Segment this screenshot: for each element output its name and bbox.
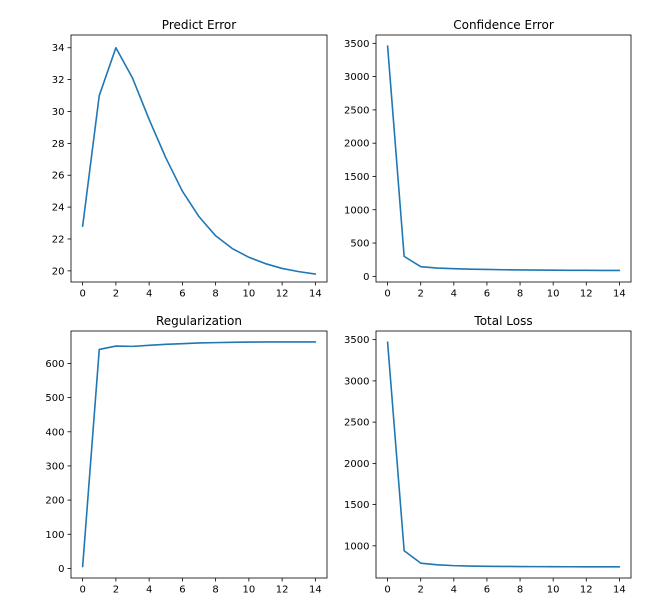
x-tick-label: 6 bbox=[484, 585, 490, 596]
axes-frame bbox=[70, 330, 328, 579]
x-tick-label: 4 bbox=[451, 289, 457, 300]
y-tick-label: 28 bbox=[52, 139, 65, 150]
panel-title: Total Loss bbox=[473, 314, 532, 328]
axes-frame bbox=[375, 34, 632, 283]
y-tick-label: 600 bbox=[45, 359, 64, 370]
panel-confidence-error: Confidence Error 0 2 4 6 8 10 12 14 0 500 1000 1500… bbox=[344, 18, 632, 300]
y-tick-label: 1000 bbox=[344, 205, 369, 216]
x-tick-label: 12 bbox=[580, 289, 593, 300]
y-tick-label: 22 bbox=[52, 234, 65, 245]
series-line bbox=[81, 341, 317, 568]
panel-total-loss: Total Loss 0 2 4 6 8 10 12 14 1000 1500 2000 2500 30… bbox=[344, 314, 632, 596]
y-tick-label: 200 bbox=[45, 496, 64, 507]
x-tick-label: 0 bbox=[79, 585, 85, 596]
y-tick-label: 24 bbox=[52, 203, 65, 214]
y-tick-label: 3000 bbox=[344, 376, 369, 387]
panel-regularization: Regularization 0 2 4 6 8 10 12 14 0 100 200 300 400 5… bbox=[45, 314, 328, 596]
y-tick-label: 34 bbox=[52, 43, 65, 54]
y-tick-label: 32 bbox=[52, 75, 65, 86]
y-tick-label: 2500 bbox=[344, 418, 369, 429]
y-tick-label: 1500 bbox=[344, 172, 369, 183]
x-tick-label: 10 bbox=[547, 585, 560, 596]
series-line bbox=[386, 45, 621, 272]
x-tick-label: 12 bbox=[276, 289, 289, 300]
x-tick-label: 4 bbox=[451, 585, 457, 596]
x-tick-label: 2 bbox=[418, 289, 424, 300]
x-tick-label: 4 bbox=[146, 585, 152, 596]
y-tick-label: 3500 bbox=[344, 39, 369, 50]
x-tick-label: 2 bbox=[418, 585, 424, 596]
y-tick-label: 500 bbox=[45, 393, 64, 404]
y-tick-label: 20 bbox=[52, 266, 65, 277]
axes-regularization: 0 2 4 6 8 10 12 14 0 100 200 300 400 500 600 bbox=[45, 330, 328, 596]
series-line bbox=[386, 341, 621, 568]
panel-title: Predict Error bbox=[162, 18, 236, 32]
y-tick-label: 2000 bbox=[344, 459, 369, 470]
x-tick-label: 6 bbox=[484, 289, 490, 300]
y-tick-label: 3500 bbox=[344, 335, 369, 346]
y-tick-label: 0 bbox=[363, 272, 369, 283]
x-tick-label: 0 bbox=[384, 585, 390, 596]
x-tick-label: 12 bbox=[580, 585, 593, 596]
x-tick-label: 0 bbox=[384, 289, 390, 300]
y-tick-label: 2000 bbox=[344, 139, 369, 150]
panel-title: Regularization bbox=[156, 314, 242, 328]
x-tick-label: 8 bbox=[212, 585, 218, 596]
axes-frame bbox=[375, 330, 632, 579]
x-tick-label: 14 bbox=[309, 585, 322, 596]
y-tick-label: 3000 bbox=[344, 72, 369, 83]
series-line bbox=[81, 46, 317, 275]
y-tick-label: 1500 bbox=[344, 500, 369, 511]
x-tick-label: 8 bbox=[517, 585, 523, 596]
x-tick-label: 14 bbox=[309, 289, 322, 300]
y-tick-label: 1000 bbox=[344, 541, 369, 552]
y-tick-label: 100 bbox=[45, 530, 64, 541]
axes-confidence-error: 0 2 4 6 8 10 12 14 0 500 1000 1500 2000 2500 3000 3500 bbox=[344, 34, 632, 300]
x-tick-label: 12 bbox=[276, 585, 289, 596]
y-tick-label: 0 bbox=[58, 564, 64, 575]
y-tick-label: 500 bbox=[350, 239, 369, 250]
y-tick-label: 300 bbox=[45, 461, 64, 472]
panel-title: Confidence Error bbox=[453, 18, 554, 32]
y-tick-label: 400 bbox=[45, 427, 64, 438]
x-tick-label: 10 bbox=[243, 585, 256, 596]
x-tick-label: 10 bbox=[547, 289, 560, 300]
y-tick-label: 30 bbox=[52, 107, 65, 118]
x-tick-label: 8 bbox=[212, 289, 218, 300]
x-tick-label: 4 bbox=[146, 289, 152, 300]
x-tick-label: 2 bbox=[113, 289, 119, 300]
x-tick-label: 14 bbox=[613, 289, 626, 300]
x-tick-label: 6 bbox=[179, 585, 185, 596]
x-tick-label: 14 bbox=[613, 585, 626, 596]
x-tick-label: 0 bbox=[79, 289, 85, 300]
x-tick-label: 2 bbox=[113, 585, 119, 596]
y-tick-label: 2500 bbox=[344, 105, 369, 116]
x-tick-label: 6 bbox=[179, 289, 185, 300]
x-tick-label: 10 bbox=[243, 289, 256, 300]
x-tick-label: 8 bbox=[517, 289, 523, 300]
axes-total-loss: 0 2 4 6 8 10 12 14 1000 1500 2000 2500 3000 3500 bbox=[344, 330, 632, 596]
axes-frame bbox=[70, 34, 328, 283]
panel-predict-error: Predict Error 0 2 4 6 8 10 12 14202224262830323… bbox=[52, 18, 328, 300]
y-tick-label: 26 bbox=[52, 171, 65, 182]
